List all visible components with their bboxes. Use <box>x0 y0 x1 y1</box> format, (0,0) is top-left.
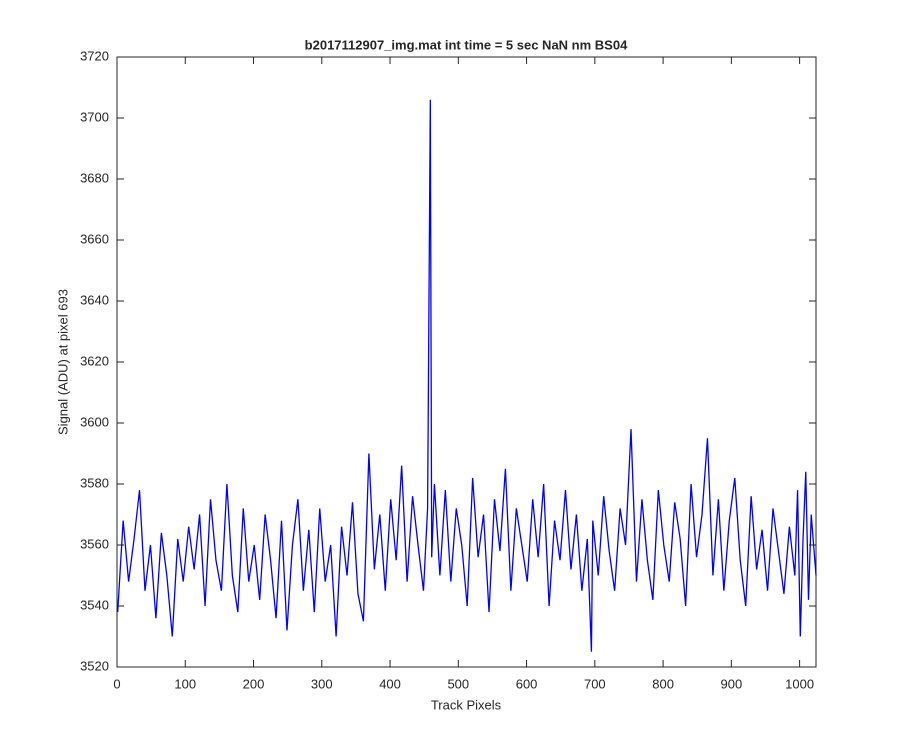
y-tick-label: 3540 <box>80 597 109 612</box>
y-tick-label: 3620 <box>80 353 109 368</box>
x-tick-label: 700 <box>584 676 606 691</box>
y-tick-label: 3680 <box>80 170 109 185</box>
x-tick-label: 100 <box>174 676 196 691</box>
x-tick-label: 200 <box>243 676 265 691</box>
y-tick-label: 3560 <box>80 536 109 551</box>
x-axis-label: Track Pixels <box>431 697 502 712</box>
x-tick-label: 400 <box>379 676 401 691</box>
x-tick-label: 0 <box>113 676 120 691</box>
y-tick-label: 3520 <box>80 658 109 673</box>
data-line <box>117 99 817 652</box>
x-tick-label: 900 <box>721 676 743 691</box>
y-tick-label: 3700 <box>80 109 109 124</box>
x-tick-label: 300 <box>311 676 333 691</box>
y-tick-label: 3660 <box>80 231 109 246</box>
y-tick-label: 3720 <box>80 48 109 63</box>
y-axis-label: Signal (ADU) at pixel 693 <box>55 289 70 435</box>
y-tick-label: 3600 <box>80 414 109 429</box>
y-tick-label: 3640 <box>80 292 109 307</box>
y-tick-label: 3580 <box>80 475 109 490</box>
chart-title: b2017112907_img.mat int time = 5 sec NaN… <box>305 37 628 52</box>
x-tick-label: 800 <box>652 676 674 691</box>
x-tick-label: 1000 <box>785 676 814 691</box>
x-tick-label: 500 <box>447 676 469 691</box>
x-tick-label: 600 <box>516 676 538 691</box>
